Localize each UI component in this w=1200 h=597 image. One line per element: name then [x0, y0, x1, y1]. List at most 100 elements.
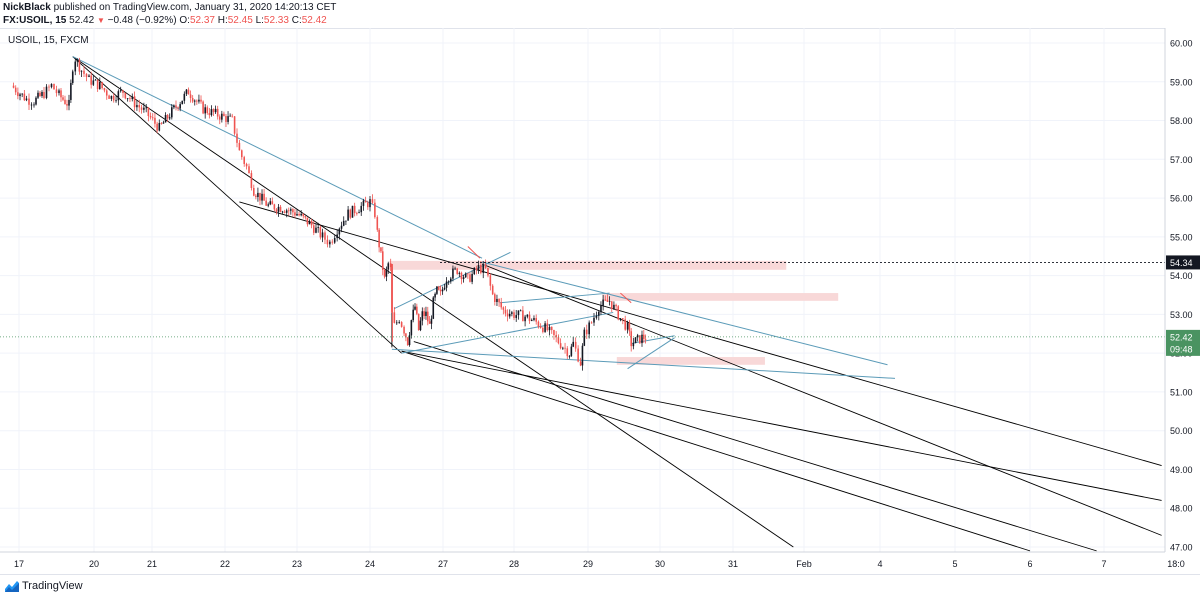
candle-body [502, 307, 505, 310]
tradingview-logo-icon[interactable] [4, 579, 20, 593]
candle-body [151, 117, 154, 119]
symbol-label: FX:USOIL, 15 [3, 15, 67, 26]
candle-body [398, 322, 400, 323]
publish-text: published on TradingView.com, January 31… [53, 2, 337, 13]
candle-body [154, 117, 156, 124]
candle-body [385, 269, 388, 277]
candle-body [173, 105, 175, 108]
candle-body [283, 211, 286, 213]
candle-body [23, 93, 26, 101]
time-axis-bg [0, 552, 1165, 574]
candle-body [383, 269, 386, 277]
candle-body [122, 90, 124, 93]
candle-body [395, 322, 398, 324]
candle-body [191, 98, 194, 102]
candle-body [387, 263, 390, 270]
price-tick-label: 59.00 [1170, 77, 1193, 87]
resistance-price-tag [1166, 255, 1200, 270]
candle-body [158, 122, 161, 131]
time-tick-label: 6 [1027, 559, 1032, 569]
price-axis[interactable]: 60.00 59.00 58.00 57.00 56.00 55.00 54.00 53.00… [1170, 39, 1193, 553]
author-name[interactable]: NickBlack [3, 2, 51, 13]
trend-line [481, 261, 888, 366]
candle-body [189, 94, 192, 99]
candle-body [62, 97, 64, 100]
price-tick-label: 56.00 [1170, 194, 1193, 204]
candle-body [604, 299, 607, 301]
candle-body [336, 234, 338, 239]
candle-body [506, 313, 509, 317]
candle-body [456, 268, 458, 274]
candle-body [639, 335, 641, 344]
candle-body [156, 123, 158, 131]
candle-body [436, 286, 438, 294]
candle-body [298, 214, 300, 216]
candle-body [471, 273, 473, 282]
time-tick-label: 20 [89, 559, 99, 569]
candle-body [430, 318, 433, 324]
candle-body [129, 98, 131, 100]
candle-body [225, 116, 227, 122]
brand-name[interactable]: TradingView [22, 580, 83, 592]
candle-body [360, 205, 363, 213]
candle-body [410, 320, 413, 336]
time-axis[interactable]: 17 20 21 22 23 24 27 28 29 30 31 Feb 4 5 6 7 18:0 [14, 559, 1185, 569]
candle-body [80, 70, 83, 72]
candle-body [494, 294, 496, 303]
candle-body [271, 201, 274, 205]
candle-body [92, 80, 95, 85]
candle-body [108, 95, 110, 99]
candle-body [570, 346, 573, 356]
candle-body [475, 267, 478, 271]
price-chart[interactable]: 60.00 59.00 58.00 57.00 56.00 55.00 54.00 53.00… [0, 28, 1200, 574]
candle-body [643, 334, 645, 339]
candle-body [117, 91, 120, 101]
price-tags: 54.34 52.42 09:48 [1166, 255, 1200, 356]
candle-body [469, 274, 471, 282]
time-tick-label: 22 [220, 559, 230, 569]
candle-body [535, 318, 537, 322]
candle-body [338, 228, 341, 235]
candle-body [168, 117, 171, 119]
candle-body [513, 312, 515, 318]
candle-body [183, 93, 186, 101]
candle-body [498, 298, 500, 303]
price-levels [0, 262, 1165, 338]
candle-body [216, 108, 219, 117]
candle-body [619, 318, 622, 320]
candle-body [101, 82, 103, 89]
candle-body [452, 268, 454, 279]
candle-body [553, 330, 555, 335]
candle-body [306, 217, 309, 225]
close-label: C: [291, 15, 302, 26]
candle-body [458, 272, 461, 274]
candle-body [454, 268, 456, 270]
high-label: H: [217, 15, 228, 26]
channel-line [72, 56, 402, 354]
candle-body [489, 275, 492, 286]
candle-body [236, 133, 238, 143]
time-tick-label: 18:0 [1167, 559, 1185, 569]
arrow-marker-icon [620, 292, 632, 304]
price-tick-label: 47.00 [1170, 543, 1193, 553]
candle-body [371, 199, 374, 203]
time-tick-label: 31 [728, 559, 738, 569]
candle-body [585, 329, 588, 335]
candle-body [115, 100, 117, 102]
price-axis-bg [1165, 28, 1200, 552]
candle-body [187, 89, 190, 95]
resistance-zone [602, 293, 839, 301]
candle-body [39, 92, 41, 96]
candle-body [598, 311, 600, 316]
last-price: 52.42 [69, 15, 95, 26]
chart-legend: USOIL, 15, FXCM [8, 35, 89, 46]
candle-body [644, 338, 647, 340]
candle-body [622, 318, 624, 320]
trend-line [631, 335, 675, 344]
candle-body [166, 114, 169, 119]
channel-line [481, 263, 1162, 536]
candle-body [160, 122, 163, 124]
candle-body [255, 195, 257, 198]
candle-body [568, 355, 571, 357]
candle-body [423, 311, 425, 316]
